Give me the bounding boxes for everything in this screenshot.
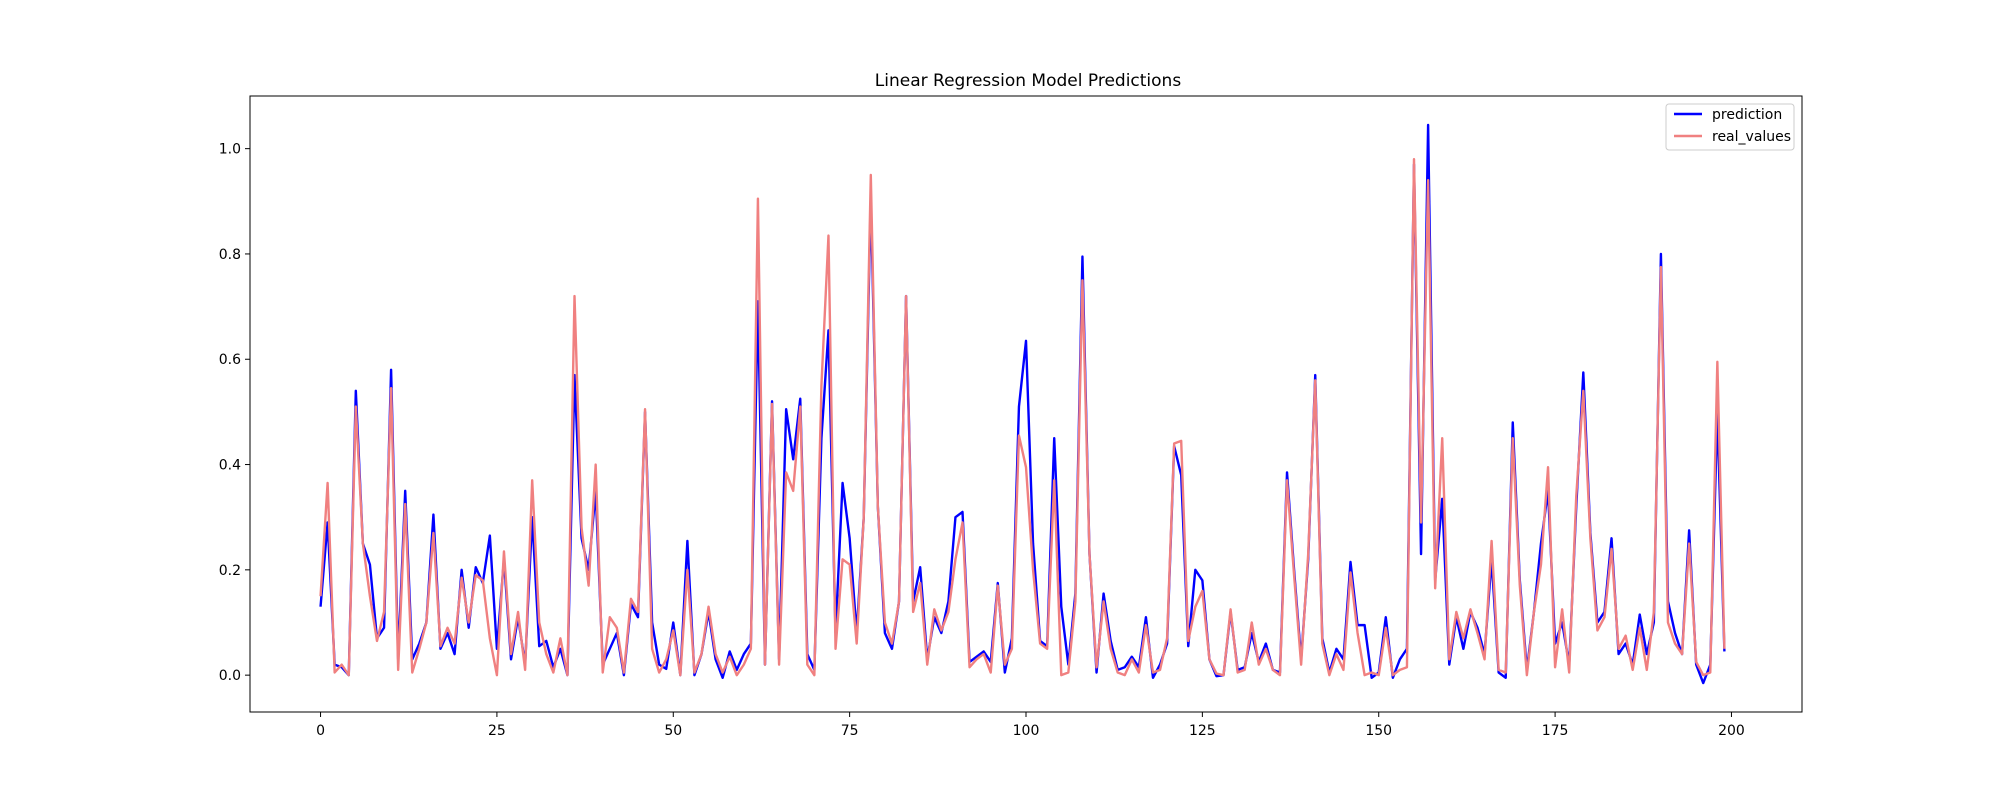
legend-box bbox=[1665, 103, 1795, 151]
y-tick-label: 0.8 bbox=[219, 247, 241, 263]
series-line-prediction bbox=[319, 123, 1726, 685]
x-tick-label: 50 bbox=[664, 723, 682, 739]
chart-title: Linear Regression Model Predictions bbox=[875, 71, 1182, 91]
x-tick-label: 75 bbox=[841, 723, 859, 739]
x-tick-label: 175 bbox=[1542, 723, 1569, 739]
y-axis: 0.0 0.2 0.4 0.6 0.8 1.0 bbox=[219, 142, 250, 684]
x-tick-label: 0 bbox=[316, 723, 325, 739]
x-tick-label: 200 bbox=[1718, 723, 1745, 739]
series-layer bbox=[319, 123, 1726, 685]
x-tick-label: 25 bbox=[488, 723, 506, 739]
y-tick-label: 0.6 bbox=[219, 352, 241, 368]
y-tick-label: 0.4 bbox=[219, 458, 241, 474]
x-tick-label: 125 bbox=[1189, 723, 1216, 739]
y-tick-label: 1.0 bbox=[219, 142, 241, 158]
legend-label-real-values: real_values bbox=[1712, 129, 1791, 145]
series-line-real-values bbox=[319, 157, 1726, 677]
x-tick-label: 100 bbox=[1013, 723, 1040, 739]
x-tick-label: 150 bbox=[1365, 723, 1392, 739]
plot-frame bbox=[249, 95, 1803, 713]
x-axis: 0 25 50 75 100 125 150 175 200 bbox=[316, 712, 1745, 739]
y-tick-label: 0.0 bbox=[219, 668, 241, 684]
y-tick-label: 0.2 bbox=[219, 563, 241, 579]
legend-label-prediction: prediction bbox=[1712, 107, 1782, 123]
legend: prediction real_values bbox=[1665, 103, 1795, 151]
